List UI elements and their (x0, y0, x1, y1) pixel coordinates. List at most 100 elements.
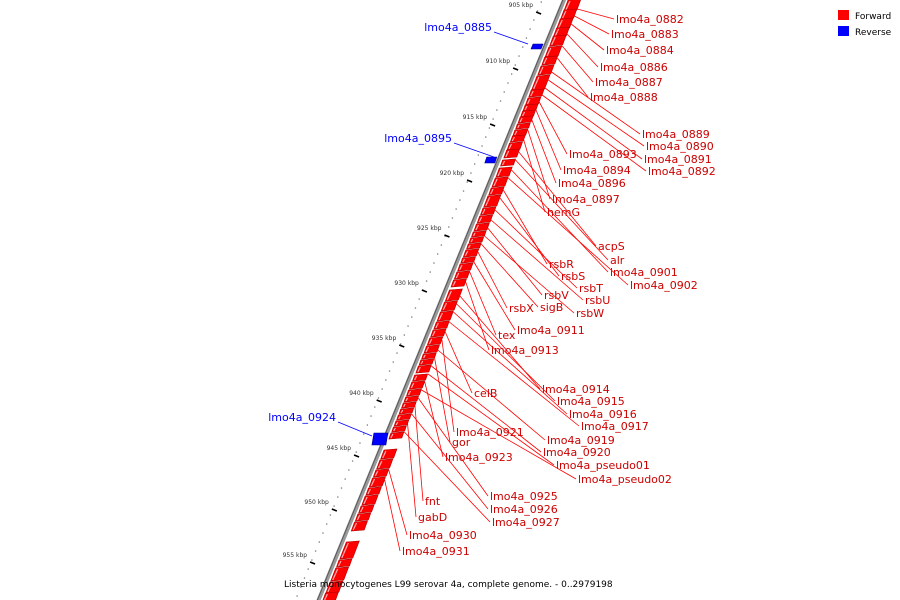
axis-dot (522, 46, 524, 48)
forward-gene-highlight (526, 98, 531, 105)
axis-dot (492, 118, 494, 120)
axis-tick-label: 955 kbp (283, 552, 308, 559)
forward-gene-highlight (378, 460, 383, 469)
forward-gene-leader (490, 219, 584, 301)
axis-dot (429, 271, 431, 273)
axis-dot (359, 442, 361, 444)
axis-tick-mark (376, 399, 382, 403)
forward-gene-block (468, 236, 485, 244)
forward-gene-label: lmo4a_0921 (456, 426, 524, 439)
forward-gene-label: lmo4a_0919 (547, 434, 615, 447)
forward-gene-block (330, 566, 350, 582)
axis-dot (510, 73, 513, 75)
forward-gene-highlight (519, 117, 523, 123)
forward-gene-block (368, 476, 386, 488)
reverse-gene-leader (453, 142, 495, 158)
forward-gene-label: lmo4a_0914 (542, 383, 610, 396)
forward-gene-block (403, 395, 420, 403)
legend-forward-swatch (838, 10, 849, 20)
axis-dot (322, 532, 324, 534)
forward-gene-label: lmo4a_0897 (552, 193, 620, 206)
genome-backbone (316, 0, 567, 600)
axis-dot (455, 208, 457, 210)
reverse-gene-labels: lmo4a_0885 lmo4a_0895 lmo4a_0924 (268, 21, 529, 437)
forward-gene-leader (388, 469, 408, 536)
axis-dot (374, 406, 376, 408)
forward-gene-block (388, 431, 405, 440)
forward-gene-leader (441, 339, 455, 433)
forward-gene-highlight (470, 238, 474, 243)
forward-gene-leader (548, 79, 645, 147)
forward-gene-block (563, 0, 581, 12)
forward-gene-leader (484, 235, 575, 314)
forward-gene-highlight (558, 19, 563, 29)
axis-dot (348, 469, 350, 471)
axis-dot (418, 298, 420, 300)
reverse-gene-block (371, 432, 389, 446)
axis-tick-label: 940 kbp (349, 390, 374, 397)
axis-dot (411, 316, 413, 318)
forward-gene-leader (527, 129, 551, 200)
axis-dot (477, 154, 479, 156)
forward-gene-label: lmo4a_0902 (630, 279, 698, 292)
reverse-gene-leader (493, 31, 529, 45)
axis-dot (459, 199, 461, 201)
forward-gene-leader (417, 397, 489, 497)
axis-tick-mark (309, 561, 316, 565)
forward-gene-block (560, 8, 578, 20)
forward-gene-highlight (452, 280, 457, 287)
reverse-gene-label: lmo4a_0885 (424, 21, 492, 34)
forward-gene-highlight (352, 522, 358, 531)
forward-gene-highlight (475, 224, 479, 231)
axis-dot (407, 325, 409, 327)
forward-gene-labels: lmo4a_0882 lmo4a_0883 lmo4a_0884 lmo4a_0886… (384, 8, 716, 558)
forward-gene-label: lmo4a_0889 (642, 128, 710, 141)
forward-gene-label: lmo4a_0882 (616, 13, 684, 26)
forward-gene-highlight (501, 160, 506, 166)
axis-dot (481, 145, 483, 147)
forward-gene-block (517, 115, 534, 124)
forward-gene-block (440, 300, 458, 312)
axis-dotted-line (296, 1, 542, 597)
forward-gene-label: lmo4a_0916 (569, 408, 637, 421)
forward-gene-block (412, 373, 429, 382)
forward-gene-leader (518, 151, 597, 247)
forward-gene-block (339, 540, 360, 560)
legend-forward-label: Forward (855, 12, 891, 22)
forward-gene-label: lmo4a_0917 (581, 420, 649, 433)
forward-gene-highlight (481, 208, 486, 215)
forward-gene-leader (577, 8, 615, 20)
forward-gene-label: acpS (598, 240, 625, 253)
forward-gene-highlight (356, 514, 361, 521)
axis-dot (536, 10, 539, 12)
forward-gene-leader (453, 311, 568, 415)
forward-gene-label: lmo4a_0927 (492, 516, 560, 529)
forward-gene-label: lmo4a_0925 (490, 490, 558, 503)
forward-gene-highlight (417, 366, 421, 373)
axis-dot (525, 37, 528, 39)
forward-gene-leader (414, 405, 424, 502)
forward-gene-highlight (420, 360, 424, 365)
axis-tick-label: 950 kbp (304, 499, 329, 506)
axis-dot (303, 577, 306, 579)
forward-gene-block (556, 17, 574, 30)
axis-dot (507, 82, 509, 84)
forward-gene-label: lmo4a_0883 (611, 28, 679, 41)
forward-gene-highlight (539, 66, 544, 75)
forward-gene-highlight (464, 250, 469, 257)
legend: Forward Reverse (838, 10, 892, 38)
axis-dot (385, 379, 387, 381)
forward-gene-label: rsbU (585, 294, 610, 307)
forward-gene-highlight (407, 390, 412, 396)
axis-tick-label: 930 kbp (394, 280, 419, 287)
forward-gene-label: lmo4a_pseudo02 (578, 473, 672, 486)
forward-gene-block (495, 166, 513, 178)
forward-gene-highlight (565, 0, 571, 11)
forward-gene-block (398, 407, 415, 415)
forward-gene-highlight (468, 244, 471, 249)
forward-gene-highlight (425, 346, 430, 353)
forward-gene-leader (411, 413, 489, 510)
forward-gene-label: celB (474, 387, 497, 400)
forward-gene-leader (421, 389, 577, 480)
forward-gene-label: rsbS (561, 270, 585, 283)
